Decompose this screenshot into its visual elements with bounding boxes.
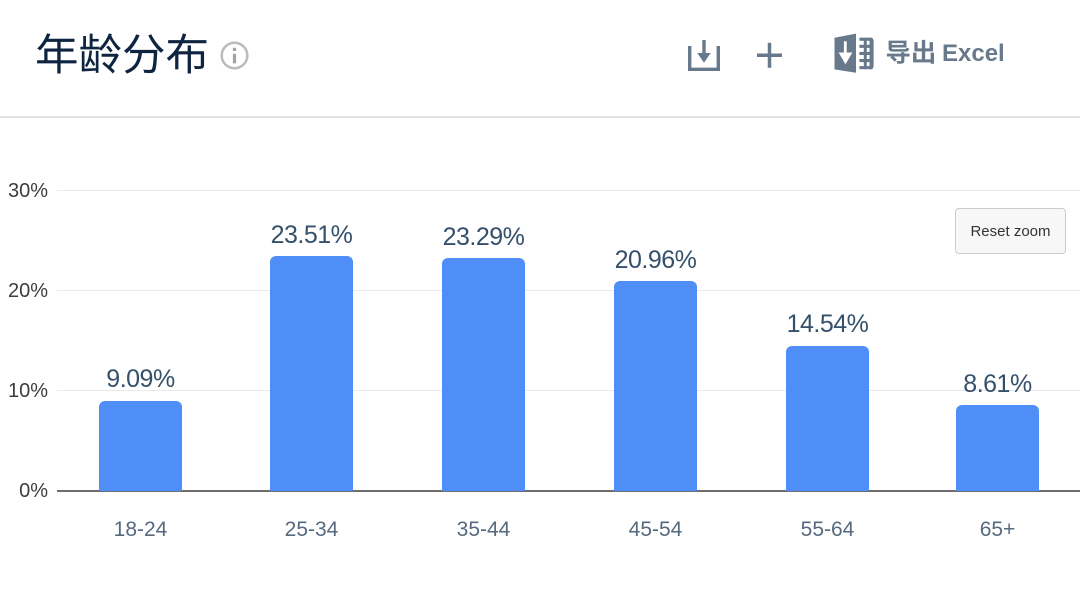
svg-text:Excel: Excel (942, 40, 1005, 67)
